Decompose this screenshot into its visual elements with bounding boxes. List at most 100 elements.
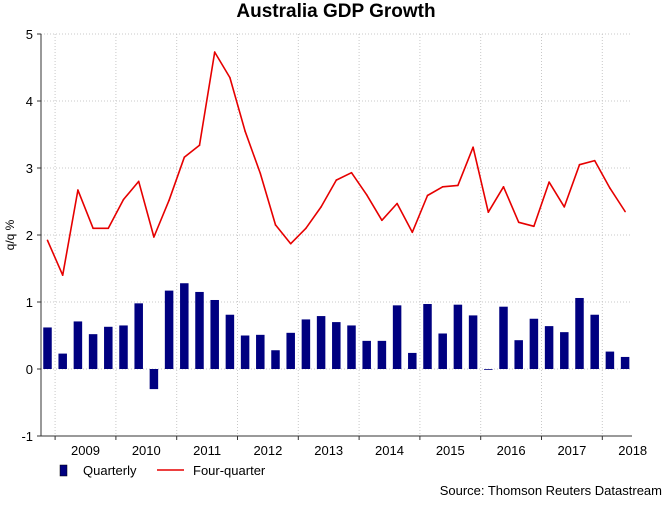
legend: Quarterly Four-quarter — [59, 463, 266, 478]
four-quarter-point — [122, 198, 125, 201]
legend-label-four-quarter: Four-quarter — [193, 463, 266, 478]
four-quarter-point — [624, 210, 626, 213]
four-quarter-point — [411, 231, 414, 234]
four-quarter-point — [517, 221, 520, 224]
four-quarter-point — [107, 227, 110, 230]
quarterly-bar — [119, 325, 128, 369]
four-quarter-point — [578, 163, 581, 166]
four-quarter-point — [365, 194, 368, 196]
x-tick-label-year: 2011 — [193, 443, 221, 458]
x-tick-label-year: 2016 — [497, 443, 526, 458]
four-quarter-point — [213, 51, 216, 53]
quarterly-bar — [316, 316, 326, 369]
x-tick-label-year: 2014 — [375, 443, 404, 458]
quarterly-bar — [560, 332, 569, 369]
quarterly-bar — [43, 327, 52, 369]
quarterly-bars — [43, 283, 630, 390]
quarterly-bar — [149, 369, 159, 390]
four-quarter-point — [548, 181, 550, 183]
four-quarter-line-group — [46, 51, 626, 277]
quarterly-bar — [104, 326, 113, 369]
four-quarter-point — [77, 189, 79, 191]
y-tick-label: 2 — [26, 228, 33, 243]
y-tick-label: 5 — [26, 27, 33, 42]
x-tick-label-year: 2012 — [253, 443, 282, 458]
y-tick-label: 3 — [26, 161, 33, 176]
four-quarter-point — [137, 180, 140, 183]
four-quarter-point — [609, 187, 611, 189]
quarterly-bar — [544, 326, 554, 369]
quarterly-bar — [605, 351, 615, 369]
four-quarter-point — [502, 185, 505, 188]
quarterly-bar — [499, 306, 508, 369]
legend-swatch-quarterly — [59, 464, 68, 477]
source-note: Source: Thomson Reuters Datastream — [440, 483, 662, 498]
quarterly-bar — [484, 369, 493, 370]
x-tick-label-year: 2013 — [314, 443, 343, 458]
quarterly-bar — [514, 340, 523, 369]
quarterly-bar — [590, 314, 599, 369]
four-quarter-point — [396, 202, 398, 205]
quarterly-bar — [438, 333, 447, 369]
four-quarter-point — [92, 227, 94, 230]
y-tick-label: 4 — [26, 94, 33, 109]
four-quarter-point — [259, 172, 262, 175]
quarterly-bar — [575, 297, 584, 369]
four-quarter-point — [426, 194, 429, 197]
four-quarter-point — [274, 224, 277, 226]
quarterly-bar — [58, 353, 67, 369]
four-quarter-point — [46, 239, 49, 242]
quarterly-bar — [240, 335, 250, 369]
quarterly-bar — [134, 303, 143, 369]
quarterly-bar — [195, 291, 204, 369]
quarterly-bar — [180, 283, 189, 369]
four-quarter-point — [198, 144, 201, 147]
four-quarter-point — [229, 76, 231, 79]
quarterly-bar — [286, 332, 295, 369]
quarterly-bar — [468, 315, 478, 369]
quarterly-bar — [210, 299, 219, 369]
four-quarter-point — [61, 274, 64, 277]
quarterly-bar — [347, 325, 356, 369]
quarterly-bar — [377, 340, 387, 369]
x-tick-label-year: 2018 — [618, 443, 647, 458]
four-quarter-point — [183, 156, 186, 159]
four-quarter-point — [289, 242, 292, 245]
quarterly-bar — [362, 340, 371, 369]
four-quarter-point — [244, 130, 246, 132]
quarterly-bar — [529, 318, 539, 369]
four-quarter-point — [457, 184, 459, 187]
four-quarter-point — [487, 211, 490, 214]
y-axis-label: q/q % — [3, 219, 17, 250]
legend-label-quarterly: Quarterly — [83, 463, 137, 478]
four-quarter-point — [533, 225, 535, 228]
four-quarter-point — [441, 185, 444, 188]
quarterly-bar — [332, 322, 341, 369]
quarterly-bar — [88, 334, 98, 369]
x-tick-label-year: 2009 — [71, 443, 100, 458]
quarterly-bar — [423, 304, 432, 369]
four-quarter-point — [350, 171, 353, 174]
quarterly-bar — [620, 356, 630, 369]
x-tick-labels: 2009 2010 2011 2012 2013 2014 2015 2016 2017 2018 — [54, 436, 647, 458]
four-quarter-point — [563, 206, 566, 208]
quarterly-bar — [453, 304, 463, 369]
x-tick-label-year: 2010 — [132, 443, 161, 458]
quarterly-bar — [73, 321, 83, 369]
y-tick-label: 1 — [26, 295, 33, 310]
four-quarter-point — [335, 179, 338, 181]
x-tick-label-year: 2015 — [436, 443, 465, 458]
four-quarter-point — [153, 236, 155, 238]
y-tick-label: -1 — [21, 429, 33, 444]
quarterly-bar — [271, 350, 280, 369]
chart-title: Australia GDP Growth — [236, 1, 435, 22]
four-quarter-point — [305, 227, 307, 230]
four-quarter-point — [472, 146, 474, 149]
y-tick-labels: -1 0 1 2 3 4 5 — [21, 27, 41, 444]
four-quarter-point — [381, 219, 383, 222]
quarterly-bar — [301, 319, 311, 369]
four-quarter-point — [168, 199, 170, 201]
y-tick-label: 0 — [26, 362, 33, 377]
four-quarter-point — [593, 159, 596, 162]
